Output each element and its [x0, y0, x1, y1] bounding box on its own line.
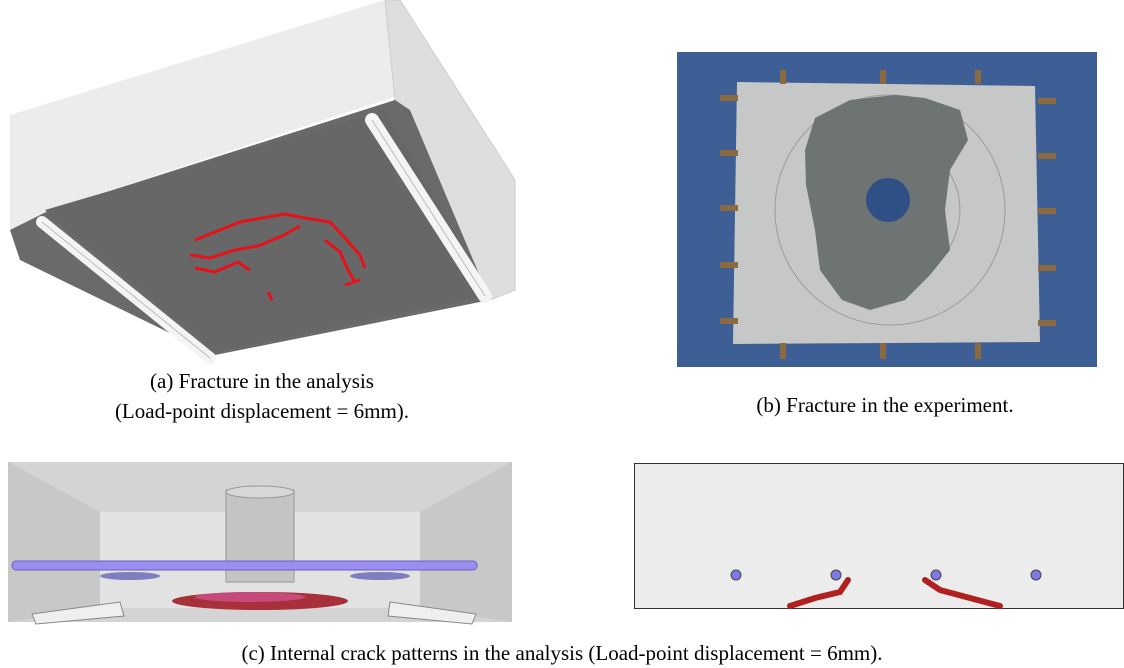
rebar: [975, 70, 981, 84]
rebar-section: [831, 570, 841, 580]
rebar: [1038, 320, 1056, 326]
panel-a: [10, 0, 515, 358]
rebar: [1038, 208, 1056, 214]
rebar-section: [931, 570, 941, 580]
caption-a-line-2: (Load-point displacement = 6mm).: [115, 399, 409, 423]
rebar: [780, 70, 786, 84]
figure: (a) Fracture in the analysis (Load-point…: [0, 0, 1124, 668]
rebar: [720, 318, 738, 324]
panel-b: [677, 52, 1097, 367]
cylinder-top: [226, 486, 294, 498]
load-hole: [866, 178, 910, 222]
crack-cluster: [100, 572, 160, 580]
rebar: [720, 205, 738, 211]
rebar: [720, 95, 738, 101]
rebar-section: [1031, 570, 1041, 580]
caption-c: (c) Internal crack patterns in the analy…: [241, 641, 882, 665]
rebar: [880, 70, 886, 84]
rebar: [720, 262, 738, 268]
rebar: [780, 343, 786, 359]
panel-c-right: [635, 464, 1124, 609]
rebar: [1038, 265, 1056, 271]
rebar-section: [731, 570, 741, 580]
panel-c-left: [8, 462, 512, 624]
rebar: [1038, 153, 1056, 159]
caption-b: (b) Fracture in the experiment.: [756, 393, 1013, 417]
rebar: [720, 150, 738, 156]
section-frame: [635, 464, 1124, 609]
crack-cluster: [195, 592, 305, 602]
rebar: [880, 343, 886, 359]
caption-a-line-1: (a) Fracture in the analysis: [150, 369, 374, 393]
crack-cluster: [350, 572, 410, 580]
rebar: [975, 343, 981, 359]
rebar-bar: [12, 561, 477, 570]
rebar: [1038, 98, 1056, 104]
